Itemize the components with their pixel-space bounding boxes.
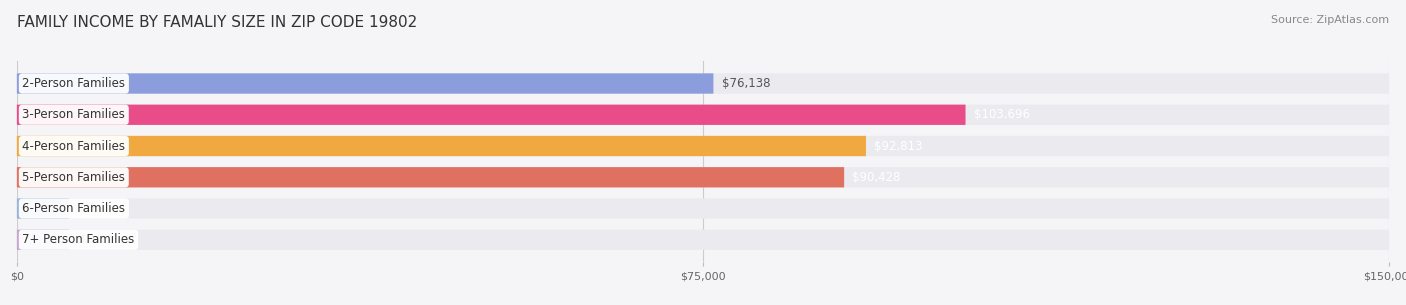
FancyBboxPatch shape: [17, 230, 69, 250]
FancyBboxPatch shape: [17, 136, 1389, 156]
FancyBboxPatch shape: [17, 167, 1389, 188]
Text: 5-Person Families: 5-Person Families: [22, 171, 125, 184]
FancyBboxPatch shape: [17, 167, 844, 188]
FancyBboxPatch shape: [17, 136, 866, 156]
Text: $103,696: $103,696: [974, 108, 1029, 121]
FancyBboxPatch shape: [17, 230, 1389, 250]
FancyBboxPatch shape: [17, 105, 966, 125]
FancyBboxPatch shape: [17, 105, 1389, 125]
Text: FAMILY INCOME BY FAMALIY SIZE IN ZIP CODE 19802: FAMILY INCOME BY FAMALIY SIZE IN ZIP COD…: [17, 15, 418, 30]
Text: $0: $0: [80, 202, 94, 215]
Text: $76,138: $76,138: [721, 77, 770, 90]
Text: $92,813: $92,813: [875, 139, 922, 152]
Text: $0: $0: [80, 233, 94, 246]
Text: Source: ZipAtlas.com: Source: ZipAtlas.com: [1271, 15, 1389, 25]
Text: 6-Person Families: 6-Person Families: [22, 202, 125, 215]
FancyBboxPatch shape: [17, 198, 1389, 219]
FancyBboxPatch shape: [17, 73, 713, 94]
FancyBboxPatch shape: [17, 198, 69, 219]
Text: $90,428: $90,428: [852, 171, 901, 184]
Text: 4-Person Families: 4-Person Families: [22, 139, 125, 152]
Text: 2-Person Families: 2-Person Families: [22, 77, 125, 90]
Text: 7+ Person Families: 7+ Person Families: [22, 233, 135, 246]
FancyBboxPatch shape: [17, 73, 1389, 94]
Text: 3-Person Families: 3-Person Families: [22, 108, 125, 121]
